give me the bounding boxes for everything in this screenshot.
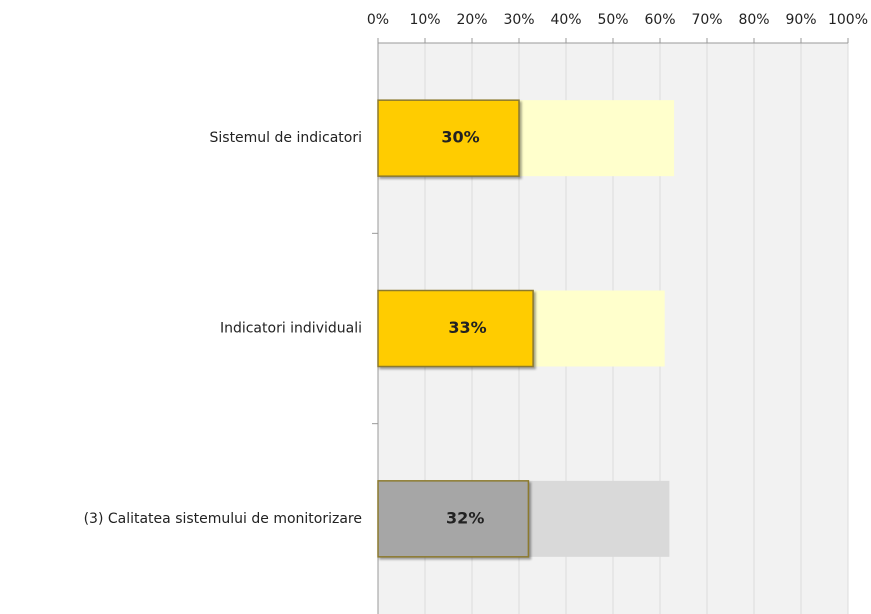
x-tick-label: 80%: [738, 12, 769, 28]
x-tick-label: 90%: [785, 12, 816, 28]
y-tick-label: (3) Calitatea sistemului de monitorizare: [84, 511, 362, 527]
x-tick-label: 70%: [691, 12, 722, 28]
x-tick-label: 30%: [503, 12, 534, 28]
value-label: 32%: [446, 508, 484, 527]
x-tick-label: 60%: [644, 12, 675, 28]
value-label: 33%: [448, 318, 486, 337]
value-label: 30%: [441, 128, 479, 147]
bar: [377, 289, 534, 368]
x-tick-label: 100%: [828, 12, 868, 28]
bar: [377, 480, 530, 558]
x-tick-label: 10%: [409, 12, 440, 28]
x-tick-label: 0%: [367, 12, 389, 28]
y-tick-label: Sistemul de indicatori: [210, 130, 363, 146]
y-tick-label: Indicatori individuali: [220, 321, 362, 337]
x-tick-label: 40%: [550, 12, 581, 28]
x-tick-label: 20%: [456, 12, 487, 28]
bar: [377, 99, 520, 177]
x-tick-label: 50%: [597, 12, 628, 28]
